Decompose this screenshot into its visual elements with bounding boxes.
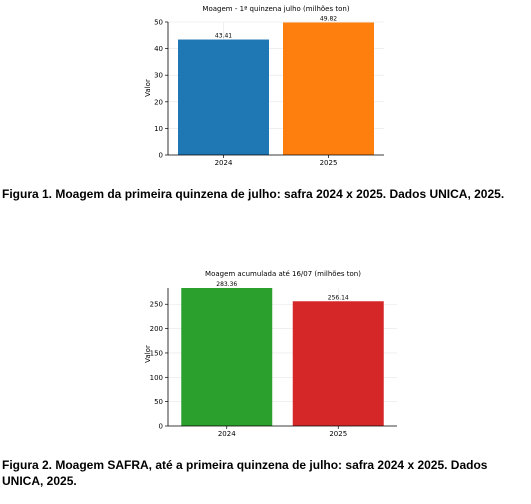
bar-2025 [292, 301, 384, 426]
y-tick-label: 10 [154, 125, 163, 133]
y-tick-label: 250 [150, 301, 163, 309]
x-ticks: 2024 2025 [218, 426, 347, 438]
data-labels: 43.41 49.82 [215, 15, 337, 39]
y-ticks: 0 10 20 30 40 50 [154, 19, 168, 160]
data-label: 256.14 [328, 294, 349, 301]
bars [178, 22, 374, 155]
chart-moagem-acumulada: Moagem acumulada até 16/07 (milhões ton)… [144, 270, 397, 438]
bar-2025 [283, 22, 374, 155]
y-tick-label: 20 [154, 98, 163, 106]
x-tick-label: 2025 [320, 159, 338, 167]
data-label: 43.41 [215, 33, 232, 40]
y-tick-label: 100 [150, 374, 163, 382]
y-tick-label: 0 [159, 423, 163, 431]
data-label: 283.36 [216, 281, 237, 288]
chart-title: Moagem - 1ª quinzena julho (milhões ton) [202, 5, 349, 13]
y-tick-label: 0 [159, 152, 163, 160]
data-label: 49.82 [320, 15, 337, 22]
y-tick-label: 30 [154, 72, 163, 80]
x-tick-label: 2024 [218, 430, 236, 438]
chart-moagem-quinzena: Moagem - 1ª quinzena julho (milhões ton)… [144, 5, 384, 167]
y-axis-label: Valor [144, 345, 152, 363]
figure-caption-2: Figura 2. Moagem SAFRA, até a primeira q… [2, 458, 488, 488]
y-tick-label: 200 [150, 325, 163, 333]
y-tick-label: 50 [154, 19, 163, 27]
data-labels: 283.36 256.14 [216, 281, 349, 301]
bar-2024 [178, 39, 269, 155]
chart-title: Moagem acumulada até 16/07 (milhões ton) [205, 270, 361, 278]
x-tick-label: 2025 [329, 430, 347, 438]
y-tick-label: 40 [154, 45, 163, 53]
y-tick-label: 150 [150, 349, 163, 357]
y-ticks: 0 50 100 150 200 250 [150, 301, 168, 431]
y-tick-label: 50 [154, 398, 163, 406]
y-axis-label: Valor [144, 79, 152, 97]
x-ticks: 2024 2025 [215, 155, 338, 167]
bar-2024 [181, 288, 273, 426]
figure-caption-1: Figura 1. Moagem da primeira quinzena de… [2, 187, 505, 201]
x-tick-label: 2024 [215, 159, 233, 167]
bars [181, 288, 384, 426]
axes [167, 288, 397, 427]
axes [167, 22, 384, 156]
